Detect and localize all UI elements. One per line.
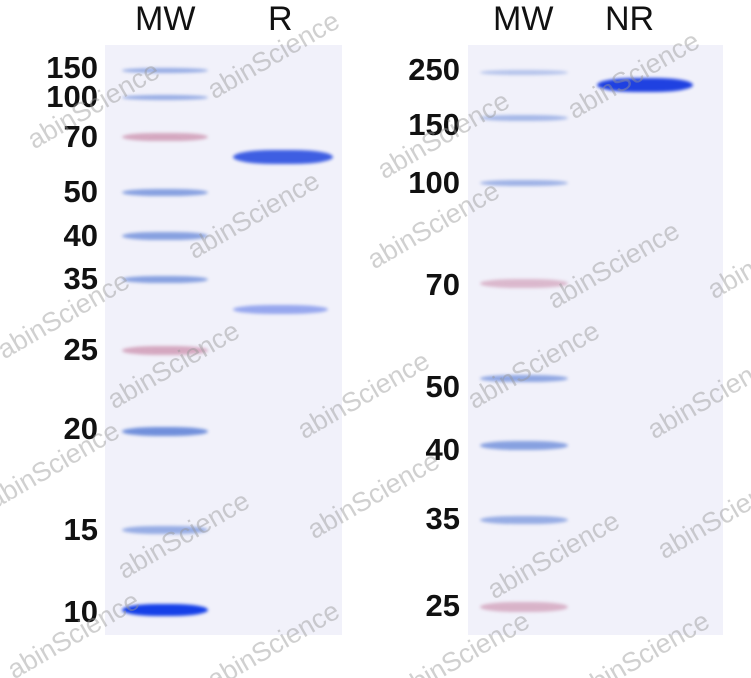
marker-band (480, 278, 568, 288)
marker-band (480, 602, 568, 612)
mw-label: 70 (63, 119, 98, 154)
mw-label: 20 (63, 411, 98, 446)
marker-band (480, 180, 568, 186)
mw-label: 150 (408, 107, 460, 142)
mw-label: 25 (425, 588, 460, 623)
mw-label: 40 (425, 432, 460, 467)
marker-band (480, 115, 568, 121)
mw-label: 10 (63, 594, 98, 629)
marker-band (480, 69, 568, 75)
left-r-header: R (268, 0, 293, 38)
left-gel (105, 45, 342, 635)
mw-label: 35 (425, 501, 460, 536)
marker-band (122, 232, 208, 240)
mw-label: 25 (63, 332, 98, 367)
right-nr-header: NR (605, 0, 655, 38)
mw-label: 250 (408, 52, 460, 87)
marker-band (122, 133, 208, 141)
left-mw-header: MW (135, 0, 196, 38)
marker-band (480, 516, 568, 524)
reduced-light-chain-band (233, 305, 328, 314)
marker-band (122, 345, 208, 355)
marker-band (480, 374, 568, 382)
non-reduced-band (597, 78, 693, 92)
mw-label: 70 (425, 267, 460, 302)
reduced-heavy-chain-band (233, 150, 333, 164)
marker-band (122, 526, 208, 534)
marker-band (122, 94, 208, 100)
mw-label: 100 (408, 165, 460, 200)
mw-label: 15 (63, 512, 98, 547)
right-mw-header: MW (493, 0, 554, 38)
marker-band (480, 440, 568, 450)
mw-label: 40 (63, 218, 98, 253)
mw-label: 35 (63, 261, 98, 296)
mw-label: 50 (63, 174, 98, 209)
marker-band (122, 604, 208, 616)
marker-band (122, 426, 208, 436)
marker-band (122, 67, 208, 73)
right-gel (468, 45, 723, 635)
marker-band (122, 275, 208, 283)
mw-label: 150 (46, 50, 98, 85)
marker-band (122, 188, 208, 196)
mw-label: 50 (425, 369, 460, 404)
mw-label: 100 (46, 79, 98, 114)
